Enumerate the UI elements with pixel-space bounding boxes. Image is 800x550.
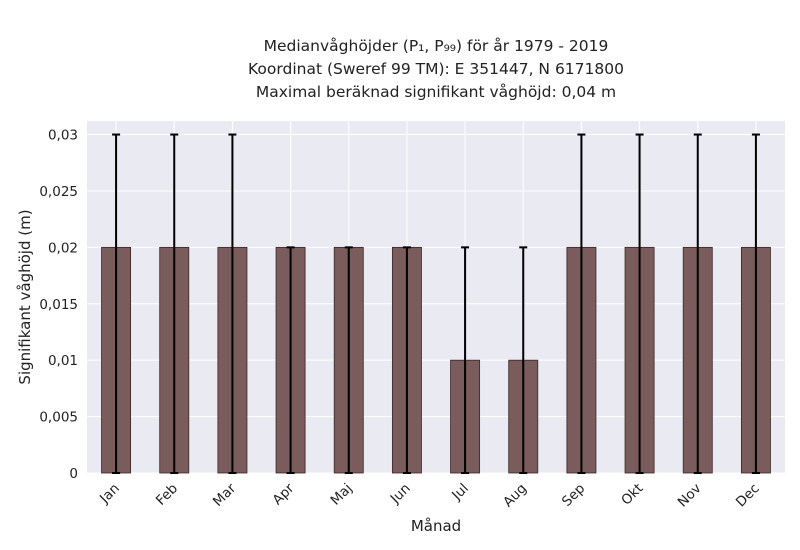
- x-tick-label: Aug: [500, 481, 530, 511]
- y-tick-label: 0: [69, 466, 78, 482]
- y-tick-label: 0,01: [48, 353, 78, 369]
- x-axis-ticks: Jan Feb Mar Apr Maj Jun Jul Aug Sep Okt Nov Dec: [96, 480, 763, 510]
- x-tick-label: Okt: [618, 481, 646, 509]
- x-tick-label: Jul: [448, 481, 472, 505]
- chart-title-line-3: Maximal beräknad signifikant våghöjd: 0,…: [256, 83, 616, 101]
- error-bars: [112, 133, 760, 474]
- x-tick-label: Feb: [153, 481, 181, 509]
- y-tick-label: 0,015: [39, 297, 78, 313]
- x-tick-label: Jan: [96, 481, 123, 508]
- y-tick-label: 0,03: [48, 128, 78, 144]
- y-axis-label: Signifikant våghöjd (m): [16, 209, 34, 384]
- x-tick-label: Jun: [387, 481, 414, 508]
- x-tick-label: Maj: [328, 481, 356, 509]
- x-tick-label: Apr: [270, 480, 298, 508]
- chart-title-line-1: Medianvåghöjder (P₁, P₉₉) för år 1979 - …: [264, 37, 609, 55]
- x-tick-label: Sep: [559, 481, 588, 510]
- y-tick-label: 0,02: [48, 240, 78, 256]
- x-tick-label: Dec: [733, 481, 763, 511]
- chart-title-line-2: Koordinat (Sweref 99 TM): E 351447, N 61…: [248, 60, 624, 78]
- y-axis-ticks: 0 0,005 0,01 0,015 0,02 0,025 0,03: [39, 128, 78, 482]
- chart-title: Medianvåghöjder (P₁, P₉₉) för år 1979 - …: [248, 37, 624, 101]
- x-axis-label: Månad: [411, 517, 461, 535]
- plot-area: [87, 121, 785, 473]
- x-tick-label: Nov: [675, 481, 705, 511]
- x-tick-label: Mar: [210, 480, 240, 510]
- y-tick-label: 0,025: [39, 184, 78, 200]
- y-tick-label: 0,005: [39, 410, 78, 426]
